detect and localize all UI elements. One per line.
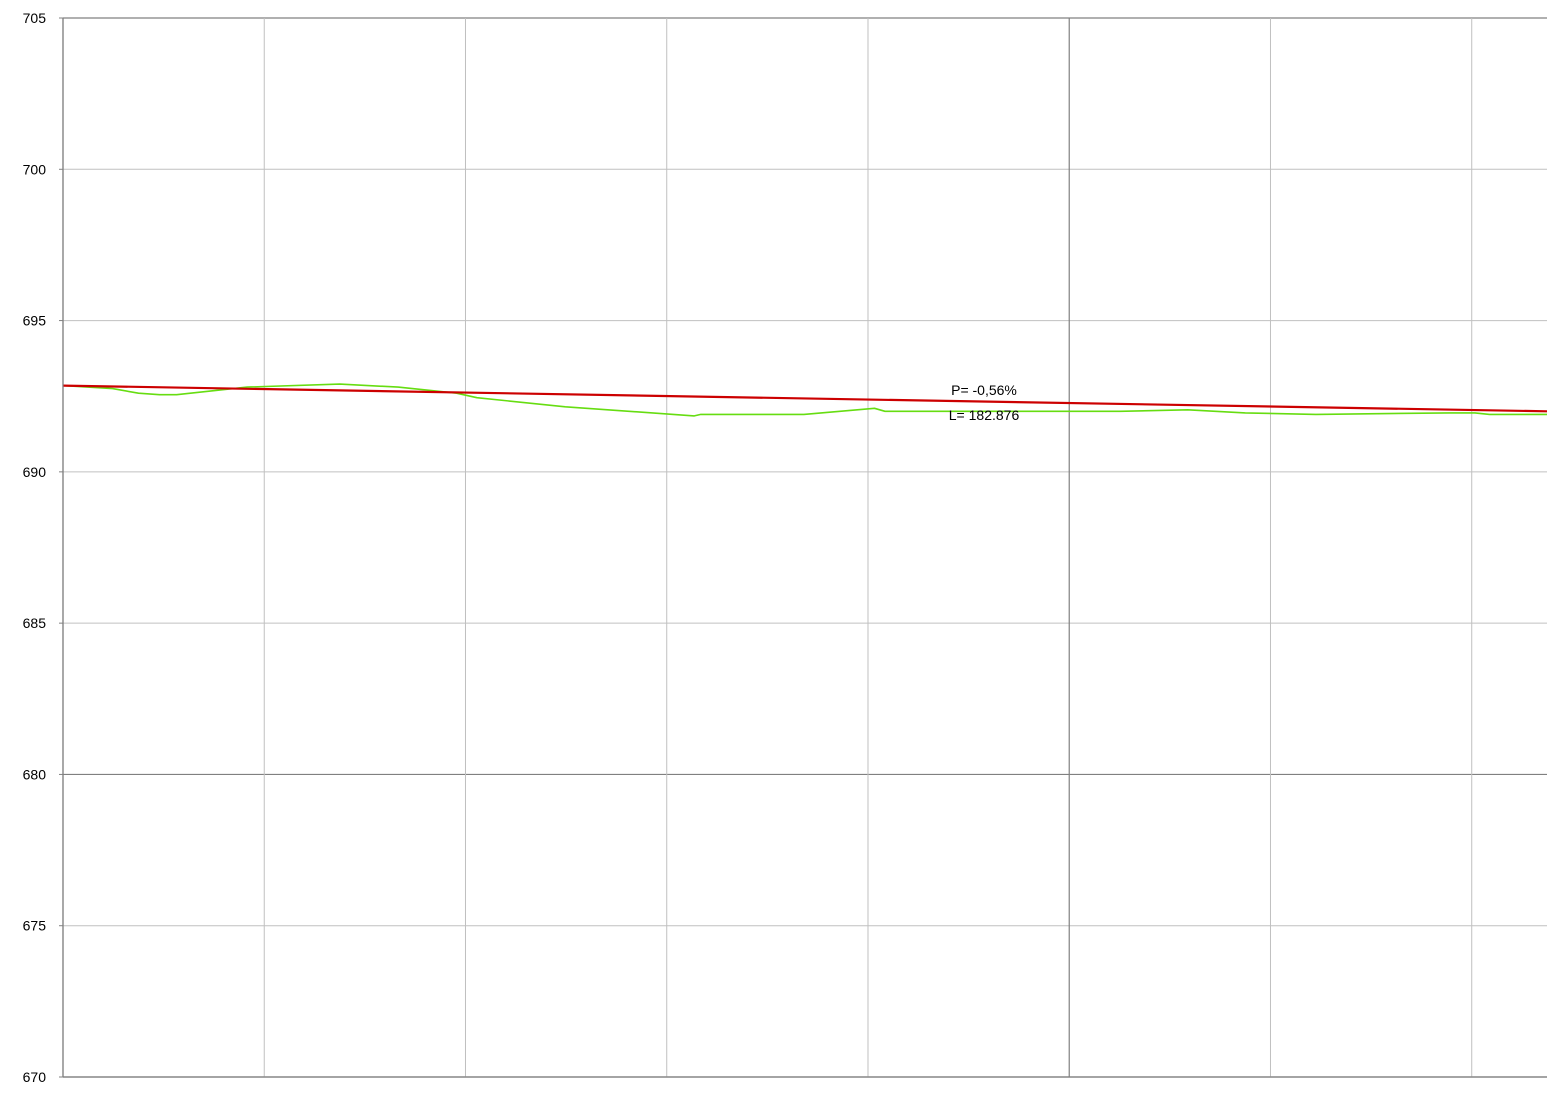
length-annotation: L= 182.876 — [949, 407, 1020, 423]
grade-annotation: P= -0,56% — [951, 382, 1017, 398]
y-axis-labels: 705 700 695 690 685 680 675 670 — [23, 10, 47, 1085]
y-tick-label: 685 — [23, 615, 47, 631]
y-tick-label: 670 — [23, 1069, 47, 1085]
y-tick-label: 695 — [23, 313, 47, 329]
y-tick-label: 700 — [23, 161, 47, 177]
y-tick-label: 690 — [23, 464, 47, 480]
grade-line — [62, 384, 1547, 413]
grid — [62, 17, 1547, 1078]
y-tick-label: 705 — [23, 10, 47, 26]
axes — [59, 17, 1547, 1078]
y-tick-label: 675 — [23, 918, 47, 934]
y-tick-label: 680 — [23, 766, 47, 782]
terrain-line — [62, 383, 1547, 417]
series-layer — [62, 383, 1547, 417]
